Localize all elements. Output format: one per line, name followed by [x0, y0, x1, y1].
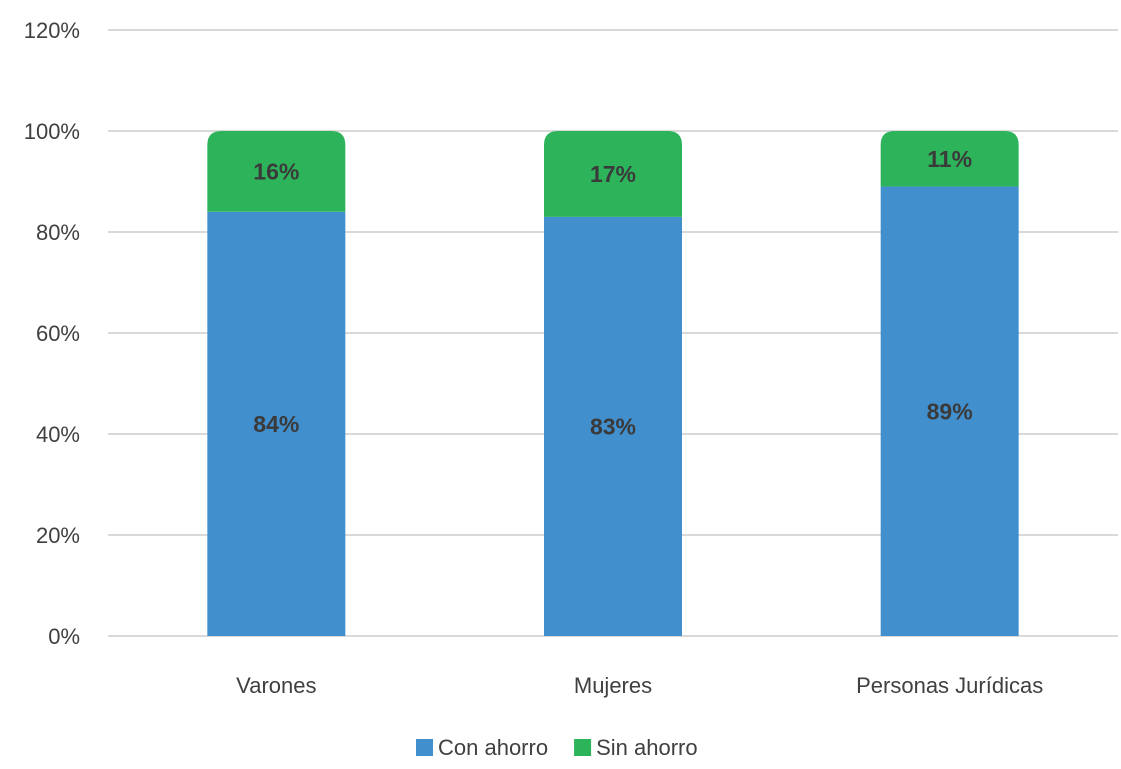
data-label: 89%	[927, 398, 973, 424]
legend[interactable]: Con ahorro Sin ahorro	[416, 735, 698, 760]
bar-sin-ahorro-0[interactable]	[207, 131, 346, 212]
bar-con-ahorro-1[interactable]	[544, 216, 682, 636]
x-axis-category-labels: Varones Mujeres Personas Jurídicas	[236, 673, 1043, 698]
y-tick-label: 120%	[24, 18, 80, 43]
legend-swatch	[574, 739, 592, 756]
y-tick-label: 0%	[48, 624, 80, 649]
bar-con-ahorro-2[interactable]	[880, 186, 1019, 637]
y-tick-label: 20%	[36, 523, 80, 548]
bar-con-ahorro-0[interactable]	[207, 211, 346, 637]
data-label: 17%	[590, 161, 636, 187]
y-tick-label: 80%	[36, 220, 80, 245]
data-label: 84%	[253, 411, 299, 437]
legend-swatch	[416, 739, 433, 756]
data-label: 11%	[927, 146, 972, 172]
bar-sin-ahorro-2[interactable]	[880, 131, 1019, 187]
y-tick-label: 60%	[36, 321, 80, 346]
data-label: 16%	[253, 158, 299, 184]
y-tick-label: 100%	[24, 119, 80, 144]
legend-label: Con ahorro	[438, 735, 548, 760]
bars	[207, 131, 1019, 637]
x-category-label: Varones	[236, 673, 316, 698]
x-category-label: Mujeres	[574, 673, 652, 698]
data-labels: 84% 16% 83% 17% 89% 11%	[253, 146, 972, 440]
y-tick-label: 40%	[36, 422, 80, 447]
x-category-label: Personas Jurídicas	[856, 673, 1043, 698]
legend-item-con-ahorro[interactable]: Con ahorro	[416, 735, 548, 760]
bar-sin-ahorro-1[interactable]	[544, 131, 682, 217]
legend-label: Sin ahorro	[596, 735, 698, 760]
data-label: 83%	[590, 413, 636, 439]
legend-item-sin-ahorro[interactable]: Sin ahorro	[574, 735, 698, 760]
y-axis-tick-labels: 0% 20% 40% 60% 80% 100% 120%	[24, 18, 80, 649]
